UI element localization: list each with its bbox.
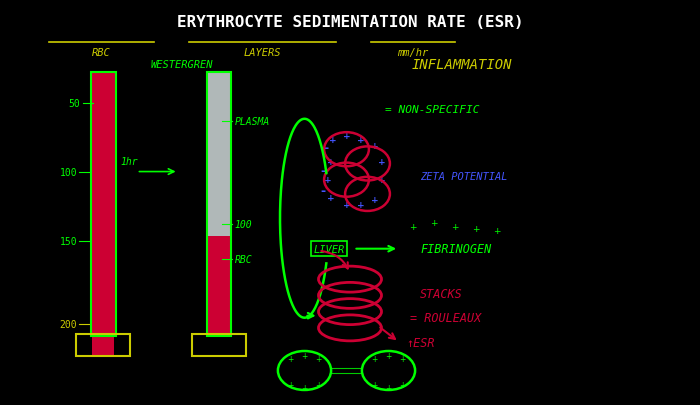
Text: -: -: [321, 164, 326, 177]
Text: -: -: [321, 185, 326, 198]
Text: +: +: [343, 131, 350, 140]
Text: mm/hr: mm/hr: [398, 48, 428, 58]
Text: +: +: [343, 200, 350, 209]
Text: FIBRINOGEN: FIBRINOGEN: [420, 243, 491, 256]
Text: +: +: [371, 380, 378, 389]
Text: +: +: [473, 224, 480, 233]
Text: ERYTHROCYTE SEDIMENTATION RATE (ESR): ERYTHROCYTE SEDIMENTATION RATE (ESR): [176, 15, 524, 30]
Text: +: +: [324, 176, 331, 185]
Text: = NON-SPECIFIC: = NON-SPECIFIC: [385, 104, 480, 114]
Text: +: +: [385, 383, 392, 392]
Text: +: +: [378, 158, 385, 166]
Bar: [206, 73, 231, 236]
Text: +: +: [315, 354, 322, 363]
Text: 1hr: 1hr: [120, 157, 139, 167]
Text: +: +: [399, 354, 406, 363]
Bar: [91, 73, 116, 336]
Text: WESTERGREN: WESTERGREN: [150, 60, 213, 70]
Text: = ROULEAUX: = ROULEAUX: [410, 311, 481, 324]
Text: PLASMA: PLASMA: [234, 117, 270, 126]
Text: +: +: [371, 354, 378, 363]
Text: 100: 100: [234, 220, 252, 230]
Text: 100: 100: [60, 167, 77, 177]
Text: RBC: RBC: [234, 254, 252, 264]
Text: 50: 50: [69, 98, 81, 108]
Text: +: +: [357, 200, 364, 209]
Text: +: +: [430, 218, 438, 227]
Text: +: +: [494, 226, 500, 235]
Text: +: +: [301, 383, 308, 392]
Text: ZETA POTENTIAL: ZETA POTENTIAL: [420, 171, 508, 181]
Text: +: +: [385, 351, 392, 360]
Text: INFLAMMATION: INFLAMMATION: [412, 58, 512, 72]
Text: +: +: [315, 380, 322, 389]
Text: 200: 200: [60, 319, 77, 329]
Text: RBC: RBC: [92, 48, 111, 58]
Text: +: +: [371, 196, 378, 205]
Bar: [92, 335, 114, 355]
Text: LAYERS: LAYERS: [244, 48, 281, 58]
Text: +: +: [410, 222, 416, 231]
Bar: [206, 236, 231, 336]
Text: +: +: [329, 135, 336, 144]
Bar: [76, 334, 130, 356]
Bar: [91, 73, 116, 336]
Text: +: +: [287, 354, 294, 363]
Text: +: +: [378, 176, 385, 185]
Text: +: +: [452, 222, 458, 231]
Text: 150: 150: [60, 236, 77, 246]
Bar: [206, 73, 231, 336]
Text: -: -: [323, 141, 328, 154]
Text: +: +: [327, 194, 334, 203]
Text: +: +: [327, 158, 334, 166]
Bar: [192, 334, 246, 356]
Text: LIVER: LIVER: [314, 244, 344, 254]
Text: +: +: [301, 351, 308, 360]
Text: +: +: [287, 380, 294, 389]
Text: +: +: [357, 135, 364, 144]
Text: STACKS: STACKS: [420, 287, 463, 300]
Text: ↑ESR: ↑ESR: [406, 336, 435, 349]
Text: +: +: [371, 141, 378, 150]
Text: +: +: [399, 380, 406, 389]
